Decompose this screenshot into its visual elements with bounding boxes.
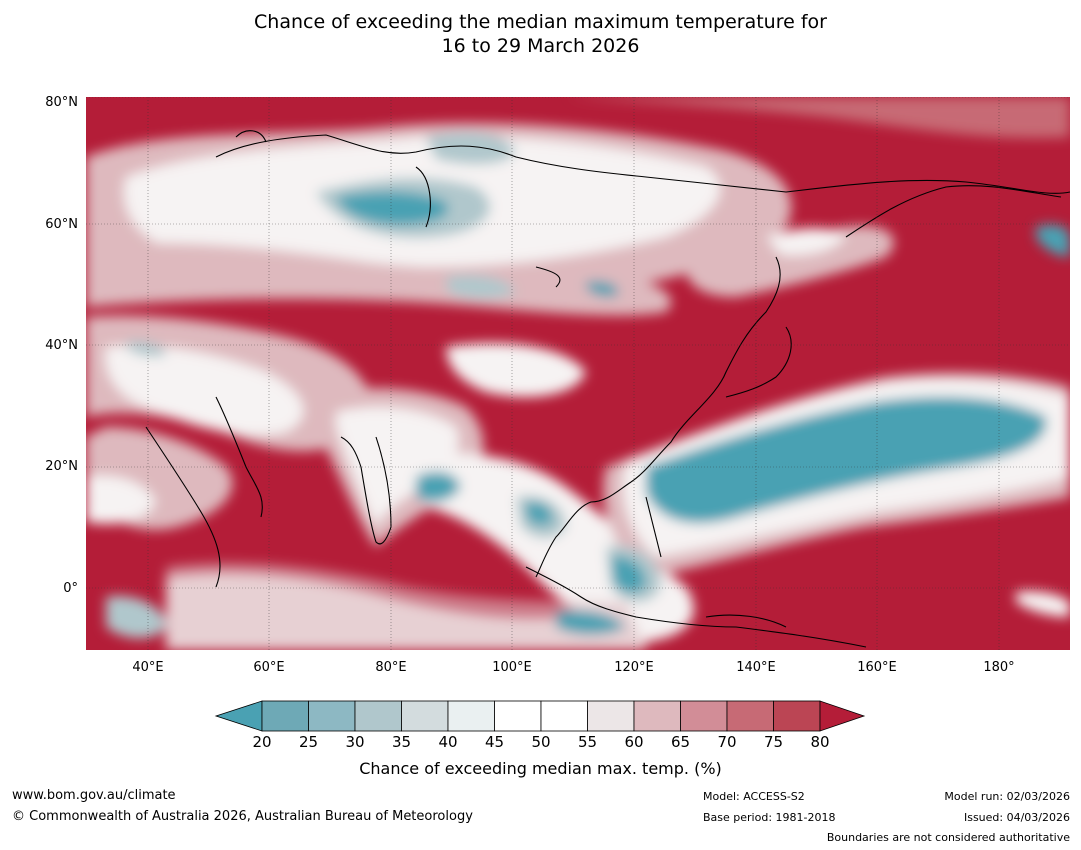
colorbar-tick-label: 20: [252, 733, 272, 751]
colorbar-arrow-high: [819, 700, 866, 732]
region-north-siberia-cool: [426, 132, 516, 165]
footer-base-period: Base period: 1981-2018: [703, 811, 836, 824]
lon-label-60e: 60°E: [253, 660, 285, 675]
region-pacific-cold: [646, 397, 1047, 523]
region-caspian-cool: [126, 341, 166, 357]
region-arctic-warm: [86, 97, 1070, 138]
footer-issued: Issued: 04/03/2026: [963, 811, 1070, 824]
indonesia-coastline: [525, 566, 867, 648]
colorbar-tick-label: 60: [624, 733, 644, 751]
philippines-coast: [645, 496, 662, 558]
region-gulf-thailand-cold: [526, 501, 553, 526]
footer-boundaries-note: Boundaries are not considered authoritat…: [826, 831, 1070, 844]
title-line-1: Chance of exceeding the median maximum t…: [254, 11, 827, 33]
region-mongolia-cool: [446, 275, 516, 299]
colorbar-box: [587, 700, 635, 732]
arctic-coastline: [215, 134, 1070, 194]
region-south-pacific-neutral: [1016, 591, 1070, 617]
footer-copyright: © Commonwealth of Australia 2026, Austra…: [12, 809, 473, 824]
colorbar-box: [261, 700, 309, 732]
map-canvas: [86, 97, 1070, 650]
region-iran-neutral: [105, 345, 304, 436]
region-south-indian-mild: [166, 563, 646, 650]
colorbar-tick-label: 40: [438, 733, 458, 751]
lon-label-180: 180°: [983, 660, 1015, 675]
colorbar-label: Chance of exceeding median max. temp. (%…: [359, 759, 722, 778]
colorbar-tick-label: 45: [484, 733, 505, 751]
colorbar-tick-label: 50: [531, 733, 551, 751]
lon-label-100e: 100°E: [492, 660, 532, 675]
region-central-asia-mild: [86, 242, 672, 316]
region-baikal-cold: [586, 281, 619, 297]
forecast-map[interactable]: [86, 97, 1070, 650]
region-java-cold: [556, 610, 626, 635]
colorbar-box: [680, 700, 728, 732]
region-bay-bengal-cold: [416, 471, 461, 503]
lon-label-80e: 80°E: [375, 660, 407, 675]
lon-label-160e: 160°E: [857, 660, 897, 675]
colorbar-box: [494, 700, 542, 732]
title-line-2: 16 to 29 March 2026: [441, 35, 640, 57]
colorbar-tick-label: 55: [577, 733, 598, 751]
pacific-coastline-mainland: [630, 256, 781, 483]
region-philippines-cold: [611, 556, 646, 593]
colorbar-box: [726, 700, 774, 732]
region-okhotsk-neutral: [766, 228, 846, 256]
footer-url[interactable]: www.bom.gov.au/climate: [12, 788, 176, 803]
colorbar-tick-label: 80: [810, 733, 830, 751]
new-guinea-coast: [705, 614, 787, 628]
region-bering-cold: [1036, 224, 1070, 257]
map-gridlines: [86, 97, 1070, 650]
lat-label-80n: 80°N: [45, 95, 78, 110]
colorbar-tick-label: 75: [763, 733, 784, 751]
lat-label-60n: 60°N: [45, 217, 78, 232]
lon-label-140e: 140°E: [736, 660, 776, 675]
region-okhotsk-mild: [686, 226, 894, 297]
lat-label-40n: 40°N: [45, 338, 78, 353]
region-west-siberia-cold: [336, 191, 449, 225]
region-horn-neutral: [86, 475, 156, 524]
japan-coastline: [725, 326, 792, 398]
footer-model: Model: ACCESS-S2: [703, 790, 805, 803]
colorbar-tick-label: 30: [345, 733, 365, 751]
ob-gulf-coast: [415, 166, 431, 228]
colorbar-tick-label: 25: [298, 733, 319, 751]
colorbar-box: [540, 700, 588, 732]
south-china-coast: [535, 481, 632, 578]
colorbar-tick-label: 70: [717, 733, 737, 751]
colorbar-arrow-low: [214, 700, 263, 732]
footer-model-run: Model run: 02/03/2026: [944, 790, 1070, 803]
region-tibet-neutral: [446, 343, 586, 397]
colorbar-box: [401, 700, 449, 732]
colorbar-segments: [214, 700, 866, 732]
colorbar-tick-label: 35: [391, 733, 412, 751]
probability-shading: [86, 97, 1070, 650]
colorbar-tick-label: 65: [670, 733, 691, 751]
colorbar-box: [773, 700, 821, 732]
lat-label-0: 0°: [63, 581, 78, 596]
colorbar-box: [447, 700, 495, 732]
novaya-zemlya-coast: [235, 130, 267, 143]
colorbar-box: [633, 700, 681, 732]
africa-east-coast: [145, 426, 221, 588]
kamchatka-coastline: [845, 185, 1062, 238]
map-title: Chance of exceeding the median maximum t…: [0, 10, 1081, 58]
coastlines: [145, 130, 1070, 648]
colorbar-box: [308, 700, 356, 732]
baikal-coast: [535, 266, 561, 288]
lon-label-40e: 40°E: [132, 660, 164, 675]
lon-label-120e: 120°E: [614, 660, 654, 675]
lat-label-20n: 20°N: [45, 459, 78, 474]
region-madagascar-cool: [106, 596, 166, 639]
india-coastline: [340, 436, 392, 545]
colorbar-box: [354, 700, 402, 732]
